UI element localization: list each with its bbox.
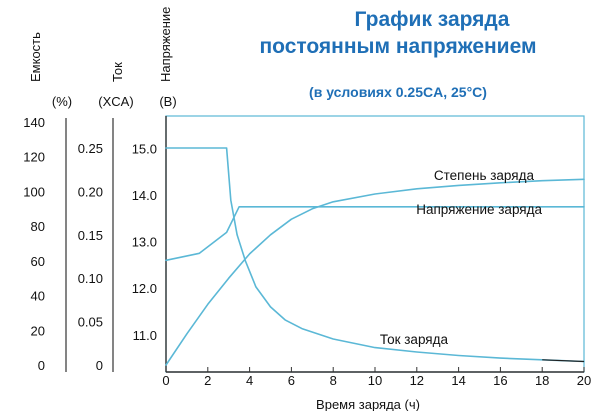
annotation-voltage: Напряжение заряда xyxy=(416,202,542,217)
x-tick-label: 0 xyxy=(162,373,169,388)
capacity-tick-label: 140 xyxy=(23,115,45,130)
current-tick-label: 0 xyxy=(96,358,103,373)
chart-title-line2: постоянным напряжением xyxy=(259,35,536,58)
voltage-axis-name: Напряжение xyxy=(158,7,173,82)
capacity-tick-label: 0 xyxy=(38,358,45,373)
x-tick-label: 18 xyxy=(535,373,549,388)
x-tick-label: 10 xyxy=(368,373,382,388)
chart-subtitle: (в условиях 0.25CA, 25°C) xyxy=(309,84,487,100)
capacity-tick-label: 60 xyxy=(31,254,45,269)
current-tick-label: 0.25 xyxy=(78,141,103,156)
x-tick-label: 6 xyxy=(288,373,295,388)
x-tick-label: 12 xyxy=(410,373,424,388)
series-line-soc xyxy=(165,178,585,366)
annotation-soc: Степень заряда xyxy=(434,168,535,183)
voltage-axis-unit: (B) xyxy=(159,94,176,109)
x-tick-label: 2 xyxy=(204,373,211,388)
x-tick-label: 14 xyxy=(451,373,465,388)
voltage-tick-label: 12.0 xyxy=(132,281,157,296)
x-axis-label: Время заряда (ч) xyxy=(316,397,420,411)
current-tick-label: 0.15 xyxy=(78,228,103,243)
current-axis-name: Ток xyxy=(110,62,125,82)
chart-title-line1: График заряда xyxy=(355,8,510,31)
capacity-axis-unit: (%) xyxy=(52,94,72,109)
plot-border xyxy=(165,115,585,373)
capacity-axis-name: Емкость xyxy=(28,32,43,82)
capacity-tick-label: 100 xyxy=(23,184,45,199)
x-tick-label: 8 xyxy=(330,373,337,388)
x-tick-label: 20 xyxy=(577,373,591,388)
current-tick-label: 0.10 xyxy=(78,271,103,286)
capacity-tick-label: 80 xyxy=(31,219,45,234)
series-group xyxy=(165,147,585,366)
current-axis-unit: (XCA) xyxy=(98,94,133,109)
voltage-tick-label: 15.0 xyxy=(132,142,157,157)
voltage-tick-label: 13.0 xyxy=(132,235,157,250)
series-line-voltage xyxy=(165,206,585,262)
current-tick-label: 0.05 xyxy=(78,315,103,330)
plot-frame xyxy=(165,115,585,373)
current-tail-segment xyxy=(542,359,585,363)
annotation-current: Ток заряда xyxy=(380,332,449,347)
capacity-tick-label: 40 xyxy=(31,289,45,304)
voltage-tick-label: 11.0 xyxy=(133,328,157,343)
voltage-tick-label: 14.0 xyxy=(132,188,157,203)
capacity-tick-label: 120 xyxy=(23,150,45,165)
series-line-current xyxy=(165,147,585,363)
tick-labels: 02040608010012014000.050.100.150.200.251… xyxy=(23,115,591,388)
x-tick-label: 4 xyxy=(246,373,253,388)
x-tick-label: 16 xyxy=(493,373,507,388)
current-tick-label: 0.20 xyxy=(78,184,103,199)
capacity-tick-label: 20 xyxy=(31,323,45,338)
